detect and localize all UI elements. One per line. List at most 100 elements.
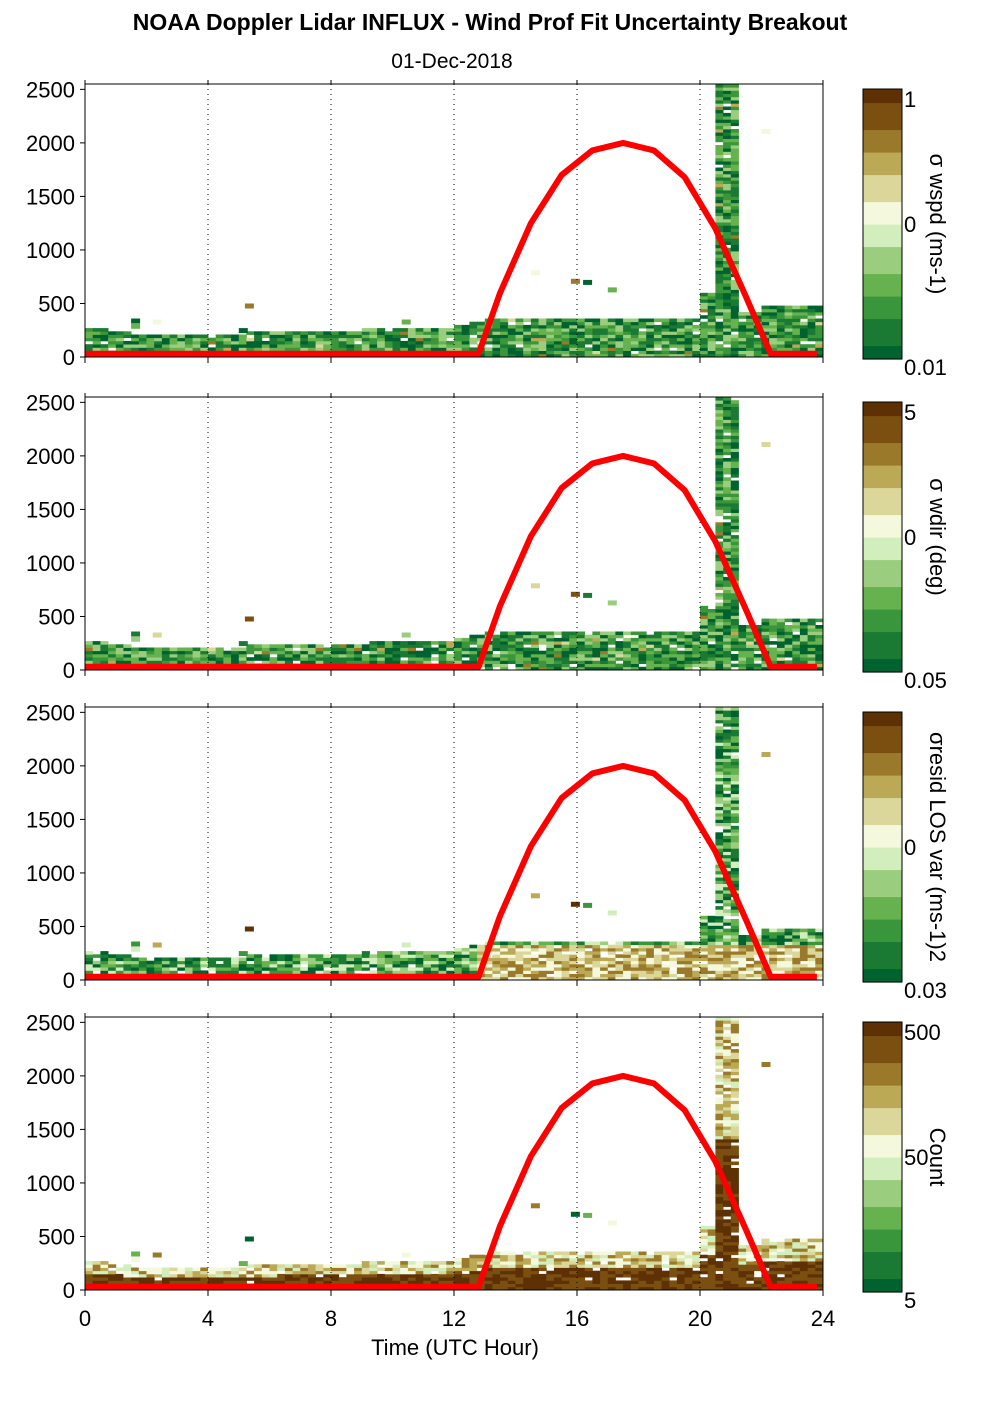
- heatmap-cell: [692, 1283, 701, 1288]
- heatmap-cell: [730, 951, 739, 955]
- heatmap-cell: [730, 1071, 739, 1076]
- heatmap-cell: [569, 344, 578, 348]
- heatmap-cell: [669, 631, 678, 636]
- heatmap-cell: [784, 931, 793, 936]
- heatmap-cell: [723, 1103, 732, 1108]
- heatmap-cell: [454, 1264, 463, 1268]
- heatmap-cell: [500, 644, 509, 648]
- heatmap-cell: [407, 951, 416, 955]
- heatmap-cell: [746, 657, 755, 661]
- heatmap-cell: [484, 653, 493, 658]
- heatmap-cell: [277, 967, 286, 971]
- heatmap-cell: [730, 1241, 739, 1246]
- heatmap-cell: [600, 350, 609, 355]
- heatmap-cell: [784, 628, 793, 632]
- heatmap-cell: [730, 631, 739, 636]
- heatmap-cell: [723, 723, 732, 727]
- colorbar-swatch: [863, 523, 902, 529]
- heatmap-cell: [676, 334, 685, 339]
- heatmap-cell: [346, 657, 355, 661]
- colorbar-swatch: [863, 712, 902, 718]
- heatmap-cell: [492, 1270, 501, 1275]
- heatmap-cell: [730, 557, 739, 562]
- heatmap-cell: [192, 963, 201, 968]
- heatmap-cell: [653, 941, 662, 946]
- heatmap-cell: [115, 344, 124, 348]
- heatmap-cell: [108, 657, 117, 661]
- heatmap-cell: [723, 270, 732, 274]
- heatmap-cell: [569, 328, 578, 332]
- heatmap-cell: [715, 422, 724, 427]
- heatmap-cell: [815, 967, 824, 971]
- heatmap-cell: [461, 347, 470, 351]
- heatmap-cell: [815, 628, 824, 632]
- heatmap-cell: [477, 1261, 486, 1265]
- colorbar-swatch: [863, 582, 902, 588]
- heatmap-cell: [700, 647, 709, 652]
- heatmap-cell: [184, 1267, 193, 1272]
- heatmap-cell: [723, 960, 732, 965]
- heatmap-cell: [730, 409, 739, 414]
- heatmap-cell: [261, 1264, 270, 1268]
- heatmap-cell: [715, 609, 724, 613]
- heatmap-cell: [315, 1264, 324, 1268]
- heatmap-cell: [746, 1273, 755, 1278]
- heatmap-cell: [254, 1277, 263, 1281]
- heatmap-cell: [569, 1264, 578, 1268]
- heatmap-cell: [784, 328, 793, 332]
- heatmap-cell: [323, 957, 332, 962]
- heatmap-cell: [269, 957, 278, 962]
- heatmap-cell: [515, 334, 524, 339]
- heatmap-cell: [315, 1277, 324, 1281]
- heatmap-cell: [730, 848, 739, 852]
- heatmap-cell: [715, 719, 724, 724]
- heatmap-cell: [784, 337, 793, 342]
- heatmap-cell: [546, 976, 555, 981]
- heatmap-cell: [715, 170, 724, 175]
- heatmap-cell: [715, 1232, 724, 1236]
- heatmap-cell: [507, 970, 516, 974]
- heatmap-cell: [423, 951, 432, 955]
- heatmap-cell: [85, 660, 94, 664]
- y-tick-label: 2000: [26, 131, 75, 156]
- heatmap-cell: [723, 406, 732, 411]
- heatmap-cell: [607, 967, 616, 971]
- heatmap-cell: [530, 631, 539, 636]
- heatmap-cell: [600, 1273, 609, 1278]
- heatmap-cell: [254, 954, 263, 958]
- heatmap-cell: [184, 963, 193, 968]
- heatmap-cell: [538, 967, 547, 971]
- heatmap-cell: [730, 710, 739, 714]
- heatmap-cell: [723, 1245, 732, 1249]
- heatmap-cell: [500, 318, 509, 323]
- heatmap-cell: [461, 957, 470, 962]
- heatmap-cell: [507, 344, 516, 348]
- heatmap-cell: [523, 350, 532, 355]
- heatmap-cell: [100, 653, 109, 658]
- heatmap-cell: [430, 954, 439, 958]
- heatmap-cell: [553, 637, 562, 642]
- heatmap-cell: [231, 1267, 240, 1272]
- colorbar-swatch: [863, 89, 902, 95]
- heatmap-cell: [85, 331, 94, 335]
- heatmap-cell: [577, 1286, 586, 1291]
- colorbar-swatch: [863, 183, 902, 189]
- heatmap-cell: [630, 1280, 639, 1284]
- heatmap-cell: [377, 954, 386, 958]
- heatmap-cell: [430, 970, 439, 974]
- y-tick-label: 0: [63, 345, 75, 370]
- heatmap-cell: [715, 425, 724, 430]
- heatmap-cell: [746, 1264, 755, 1268]
- heatmap-cell: [244, 616, 254, 622]
- heatmap-cell: [177, 1273, 186, 1278]
- heatmap-cell: [807, 318, 816, 323]
- heatmap-cell: [369, 657, 378, 661]
- heatmap-cell: [730, 1261, 739, 1265]
- colorbar-label: σresid LOS var (ms-1)2: [925, 732, 950, 962]
- heatmap-cell: [784, 625, 793, 629]
- heatmap-cell: [715, 1110, 724, 1114]
- heatmap-cell: [469, 1261, 478, 1265]
- heatmap-cell: [715, 1142, 724, 1146]
- heatmap-cell: [215, 344, 224, 348]
- heatmap-cell: [361, 960, 370, 965]
